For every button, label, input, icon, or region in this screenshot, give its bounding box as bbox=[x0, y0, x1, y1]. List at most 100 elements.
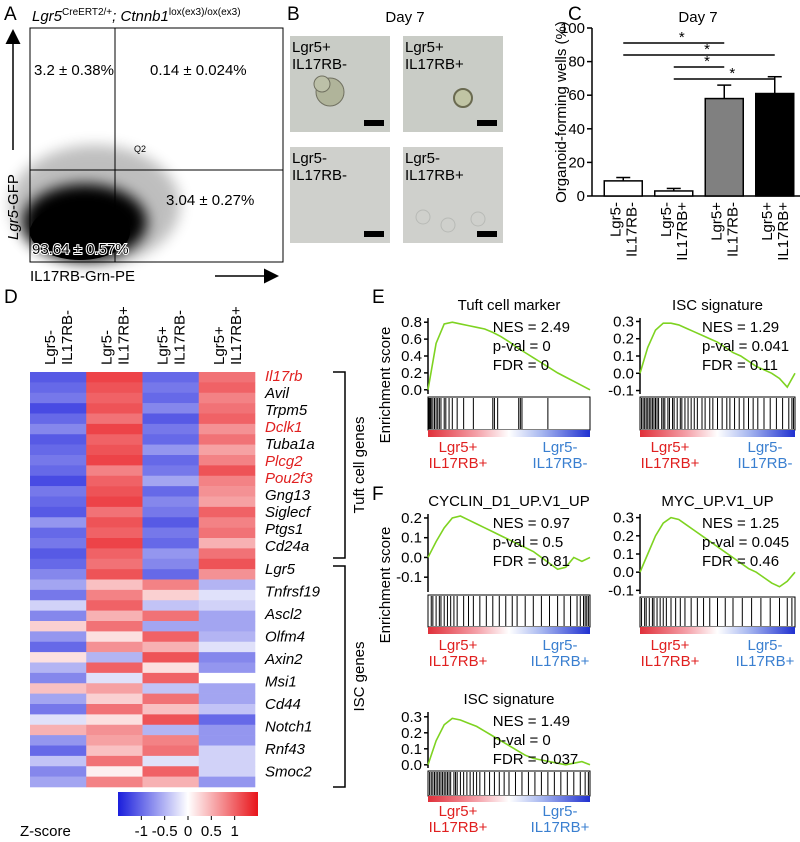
heatmap-cell bbox=[30, 413, 87, 425]
heatmap-cell bbox=[30, 714, 87, 726]
gsea-stat: p-val = 0 bbox=[493, 732, 551, 749]
gene-label: Cd24a bbox=[265, 538, 309, 555]
heatmap-cell bbox=[86, 579, 143, 591]
gene-label: Tnfrsf19 bbox=[265, 584, 321, 601]
y-tick-label: 0.0 bbox=[401, 382, 422, 399]
heatmap-cell bbox=[198, 662, 256, 674]
heatmap-cell bbox=[30, 403, 87, 414]
gsea-stat: NES = 1.29 bbox=[702, 319, 779, 336]
heatmap-cell bbox=[142, 610, 200, 622]
y-tick-label: 0.3 bbox=[401, 709, 422, 726]
heatmap-cell bbox=[86, 652, 143, 663]
gene-label: Gng13 bbox=[265, 487, 311, 504]
colorbar-tick-label: -0.5 bbox=[152, 823, 178, 840]
heatmap-cell bbox=[198, 496, 256, 508]
y-tick-label: 0.1 bbox=[613, 546, 634, 563]
heatmap-cell bbox=[142, 662, 200, 674]
heatmap-cell bbox=[86, 548, 143, 560]
heatmap-cell bbox=[198, 455, 256, 466]
heatmap-cell bbox=[198, 465, 256, 477]
micrograph-label: Lgr5- bbox=[292, 150, 327, 167]
bar bbox=[755, 92, 795, 197]
heatmap-cell bbox=[86, 589, 143, 601]
heatmap-cell bbox=[198, 517, 256, 528]
heatmap-cell bbox=[30, 776, 87, 788]
heatmap-cell bbox=[86, 506, 143, 518]
gate-label: Q2 bbox=[134, 144, 146, 154]
heatmap-cell bbox=[142, 413, 200, 425]
heatmap-cell bbox=[30, 724, 87, 736]
heatmap-cell bbox=[142, 548, 200, 560]
heatmap-cell bbox=[198, 724, 256, 736]
bar bbox=[603, 180, 643, 197]
heatmap-cell bbox=[86, 631, 143, 643]
heatmap-cell bbox=[142, 517, 200, 528]
gene-label: Cd44 bbox=[265, 696, 301, 713]
colorbar bbox=[118, 792, 258, 816]
heatmap-cell bbox=[30, 569, 87, 580]
heatmap-cell bbox=[198, 745, 256, 757]
group-bracket bbox=[333, 565, 346, 788]
y-label-part: Lgr5 bbox=[5, 209, 22, 240]
heatmap-cell bbox=[198, 652, 256, 663]
phenotype-label: IL17RB- bbox=[532, 455, 587, 472]
heatmap-cell bbox=[86, 745, 143, 757]
micrograph-label: Lgr5+ bbox=[292, 39, 331, 56]
panel-letter: F bbox=[372, 484, 384, 505]
x-tick-label: Lgr5+ bbox=[708, 202, 725, 241]
y-tick-label: -0.1 bbox=[396, 569, 422, 586]
phenotype-label: Lgr5+ bbox=[651, 637, 690, 654]
x-tick-label: IL17RB+ bbox=[674, 202, 691, 261]
heatmap-cell bbox=[198, 423, 256, 435]
panel-letter: E bbox=[372, 287, 385, 308]
heatmap-cell bbox=[142, 672, 200, 684]
plot-title: MYC_UP.V1_UP bbox=[661, 493, 773, 510]
heatmap-cell bbox=[86, 444, 143, 456]
x-tick-label: IL17RB- bbox=[724, 202, 741, 257]
y-tick-label: 0.3 bbox=[613, 313, 634, 330]
y-axis-label: Lgr5-GFP bbox=[5, 174, 22, 240]
heatmap-cell bbox=[30, 600, 87, 611]
micrograph-label: Lgr5- bbox=[405, 150, 440, 167]
heatmap-cell bbox=[30, 631, 87, 643]
heatmap-cell bbox=[198, 506, 256, 518]
heatmap-cell bbox=[86, 641, 143, 653]
heatmap-cell bbox=[30, 475, 87, 487]
organoid bbox=[453, 88, 473, 108]
y-tick-label: 20 bbox=[568, 154, 585, 171]
micrograph-label: IL17RB+ bbox=[405, 56, 464, 73]
heatmap-cell bbox=[30, 579, 87, 591]
heatmap-cell bbox=[142, 683, 200, 694]
micrograph bbox=[403, 147, 503, 243]
gene-label: Rnf43 bbox=[265, 741, 306, 758]
heatmap-cell bbox=[30, 465, 87, 477]
column-label: IL17RB+ bbox=[115, 306, 132, 365]
colorbar-label: Z-score bbox=[20, 823, 71, 840]
phenotype-label: IL17RB+ bbox=[641, 653, 700, 670]
heatmap-cell bbox=[86, 455, 143, 466]
gene-label: Msi1 bbox=[265, 674, 297, 691]
heatmap-cell bbox=[198, 569, 256, 580]
x-tick-label: IL17RB+ bbox=[775, 202, 792, 261]
y-tick-label: 100 bbox=[560, 20, 585, 37]
heatmap-cell bbox=[142, 392, 200, 404]
heatmap-cell bbox=[30, 621, 87, 632]
heatmap-cell bbox=[30, 434, 87, 445]
heatmap-cell bbox=[30, 766, 87, 777]
gsea-stat: FDR = 0 bbox=[493, 357, 549, 374]
gsea-stat: FDR = 0.81 bbox=[493, 553, 570, 570]
phenotype-label: Lgr5- bbox=[747, 637, 782, 654]
gene-label: Siglecf bbox=[265, 504, 312, 521]
heatmap-cell bbox=[142, 745, 200, 757]
y-tick-label: 0.2 bbox=[401, 510, 422, 527]
heatmap-cell bbox=[198, 766, 256, 777]
y-axis-label: Organoid-forming wells (%) bbox=[553, 21, 570, 203]
micrograph-label: Lgr5+ bbox=[405, 39, 444, 56]
phenotype-label: Lgr5+ bbox=[439, 803, 478, 820]
bar bbox=[654, 190, 694, 197]
heatmap-cell bbox=[198, 434, 256, 445]
heatmap-cell bbox=[198, 444, 256, 456]
heatmap-cell bbox=[198, 641, 256, 653]
phenotype-label: Lgr5+ bbox=[439, 637, 478, 654]
heatmap-cell bbox=[86, 558, 143, 570]
